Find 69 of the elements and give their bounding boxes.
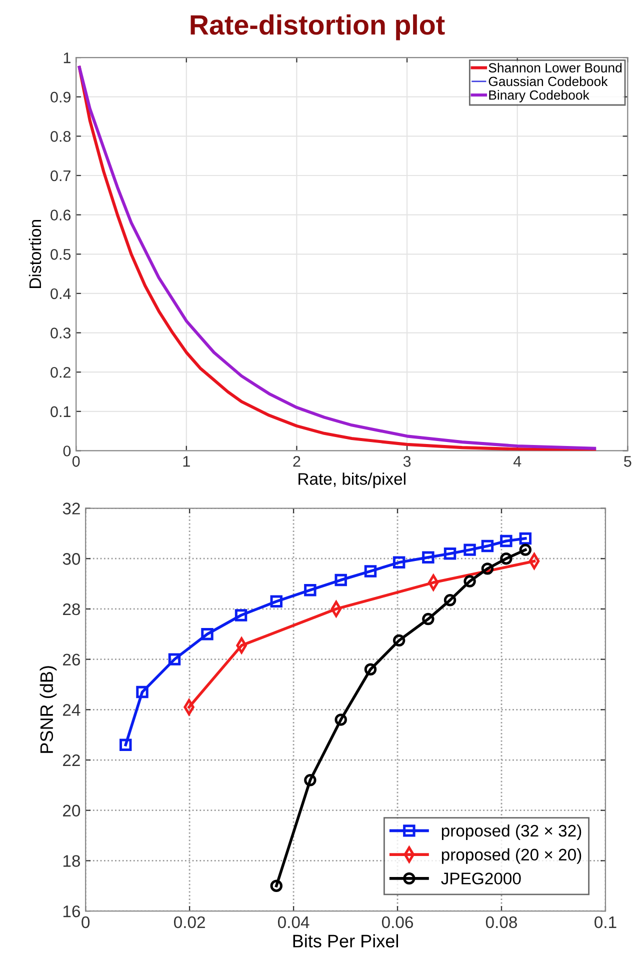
point — [481, 540, 494, 552]
point — [444, 547, 456, 560]
legend-label: Shannon Lower Bound — [488, 62, 622, 73]
point — [364, 565, 377, 578]
point — [392, 634, 406, 647]
y-tick-label: 0.3 — [50, 328, 71, 338]
point — [304, 774, 316, 786]
point — [270, 595, 282, 608]
y-tick-label: 26 — [63, 654, 80, 666]
x-tick-label: 4 — [513, 456, 522, 467]
x-tick-label: 3 — [403, 456, 411, 467]
y-tick-label: 1 — [64, 52, 70, 64]
point — [234, 609, 248, 622]
x-tick-label: 0.02 — [174, 916, 205, 928]
y-tick-label: 30 — [62, 553, 80, 565]
point — [120, 738, 132, 752]
y-tick-label: 0.6 — [50, 210, 71, 220]
y-tick-label: 0.2 — [50, 366, 70, 378]
y-tick-label: 0.7 — [50, 170, 70, 182]
y-tick-label: 32 — [62, 502, 80, 514]
point — [481, 562, 494, 575]
point — [334, 714, 347, 726]
y-tick-label: 0.1 — [50, 406, 70, 418]
y-tick-label: 0.8 — [50, 131, 71, 142]
legend-label: Gaussian Codebook — [488, 76, 608, 86]
legend-label: proposed (20 × 20) — [442, 848, 582, 864]
point — [168, 653, 181, 666]
x-axis-title: Bits Per Pixel — [293, 934, 398, 948]
chart-title: Rate-distortion plot — [190, 14, 445, 40]
point — [201, 628, 214, 640]
x-tick-label: 2 — [293, 456, 300, 467]
point — [364, 663, 377, 676]
y-axis-title: Distortion — [28, 220, 42, 288]
y-tick-label: 18 — [63, 855, 80, 867]
point — [519, 532, 532, 545]
x-tick-label: 0.04 — [278, 916, 310, 928]
point — [500, 534, 512, 548]
point — [392, 556, 406, 569]
x-tick-label: 5 — [624, 456, 632, 467]
point — [500, 552, 512, 565]
x-tick-label: 0 — [82, 916, 90, 928]
point — [304, 584, 316, 596]
y-tick-label: 0.4 — [50, 288, 71, 300]
x-tick-label: 0.1 — [594, 916, 616, 928]
point — [422, 612, 434, 626]
x-axis-title: Rate, bits/pixel — [298, 472, 406, 488]
y-tick-label: 16 — [63, 905, 80, 918]
y-tick-label: 0 — [63, 446, 71, 456]
y-tick-label: 0.9 — [50, 92, 70, 103]
x-tick-label: 1 — [183, 456, 190, 467]
y-tick-label: 28 — [63, 603, 80, 616]
y-tick-label: 24 — [63, 704, 80, 716]
point — [464, 544, 476, 556]
legend-label: Binary Codebook — [489, 90, 590, 102]
point — [519, 544, 532, 556]
x-tick-label: 0.06 — [382, 916, 414, 928]
legend-label: proposed (32 × 32) — [442, 824, 582, 840]
point — [270, 880, 282, 892]
legend-label: JPEG2000 — [441, 872, 521, 884]
point — [422, 551, 434, 564]
point — [464, 575, 476, 588]
y-tick-label: 20 — [63, 804, 80, 817]
point — [136, 686, 148, 698]
point — [334, 574, 347, 586]
point — [444, 594, 456, 606]
y-axis-title: PSNR (dB) — [40, 666, 57, 753]
y-tick-label: 22 — [63, 754, 80, 766]
y-tick-label: 0.5 — [50, 249, 71, 260]
x-tick-label: 0.08 — [486, 916, 517, 928]
